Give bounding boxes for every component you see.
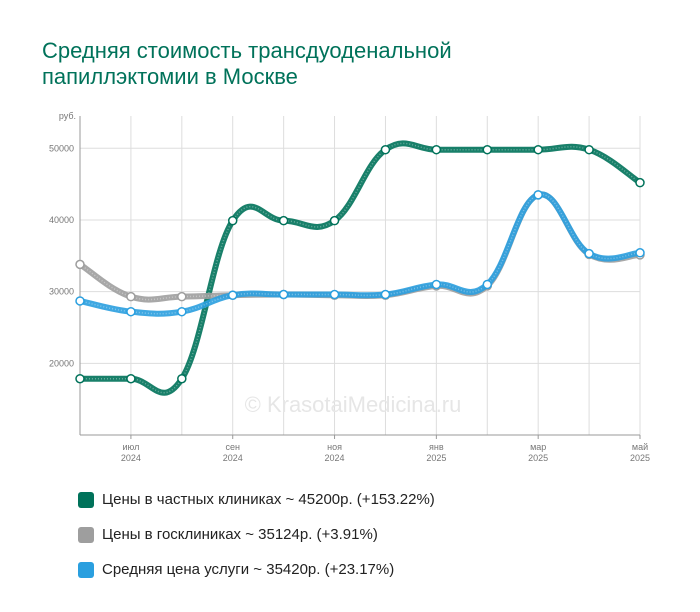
y-tick-label: 40000 — [49, 215, 74, 225]
data-point — [75, 373, 85, 384]
data-point — [380, 289, 391, 300]
data-point — [126, 306, 136, 317]
legend-item-public[interactable]: Цены в госклиниках ~ 35124р. (+3.91%) — [78, 517, 435, 552]
chart-title-line-2: папиллэктомии в Москве — [42, 64, 298, 89]
data-point — [329, 215, 340, 226]
series-0 — [75, 140, 645, 396]
data-point — [227, 215, 238, 226]
data-point — [126, 291, 136, 302]
data-point — [533, 190, 543, 200]
legend-label-private: Цены в частных клиниках ~ 45200р. (+153.… — [102, 491, 435, 508]
watermark: © KrasotaiMedicina.ru — [245, 392, 462, 417]
x-tick-label-month: ноя — [327, 442, 342, 452]
chart-legend: Цены в частных клиниках ~ 45200р. (+153.… — [78, 482, 435, 587]
chart-grid — [79, 116, 641, 435]
data-point — [278, 289, 289, 300]
data-point — [380, 144, 391, 155]
data-point — [635, 177, 645, 188]
legend-swatch-private — [78, 491, 94, 508]
y-unit-label: руб. — [59, 111, 76, 121]
data-point — [177, 306, 187, 317]
legend-swatch-average — [78, 561, 94, 578]
data-point — [75, 259, 85, 270]
x-tick-label-year: 2025 — [630, 453, 650, 463]
legend-label-public: Цены в госклиниках ~ 35124р. (+3.91%) — [102, 526, 378, 543]
data-point — [431, 279, 442, 290]
data-point — [533, 144, 543, 155]
data-point — [329, 289, 340, 300]
chart-labels: 20000300004000050000руб.июл2024сен2024но… — [49, 111, 650, 463]
data-point — [431, 144, 442, 155]
data-point — [227, 290, 238, 300]
legend-item-average[interactable]: Средняя цена услуги ~ 35420р. (+23.17%) — [78, 552, 435, 587]
chart-title-line-1: Средняя стоимость трансдуоденальной — [42, 38, 452, 63]
y-tick-label: 30000 — [49, 287, 74, 297]
data-point — [584, 144, 594, 155]
chart-title: Средняя стоимость трансдуоденальной папи… — [42, 38, 662, 90]
x-tick-label-year: 2025 — [528, 453, 548, 463]
series-2 — [75, 190, 645, 317]
data-point — [482, 144, 493, 155]
data-point — [584, 248, 594, 259]
x-tick-label-year: 2024 — [121, 453, 141, 463]
y-tick-label: 20000 — [49, 358, 74, 368]
data-point — [177, 291, 187, 302]
data-point — [482, 279, 493, 290]
line-chart: © KrasotaiMedicina.ru 20000 30000 40000 500… — [49, 111, 650, 463]
x-tick-label-year: 2024 — [223, 453, 243, 463]
x-tick-label-month: янв — [429, 442, 444, 452]
legend-item-private[interactable]: Цены в частных клиниках ~ 45200р. (+153.… — [78, 482, 435, 517]
x-tick-label-year: 2025 — [426, 453, 446, 463]
chart-series — [75, 140, 645, 396]
series-line — [77, 140, 643, 396]
data-point — [126, 373, 136, 384]
legend-swatch-public — [78, 526, 94, 543]
y-tick-label: 50000 — [49, 143, 74, 153]
legend-label-average: Средняя цена услуги ~ 35420р. (+23.17%) — [102, 561, 395, 578]
data-point — [177, 373, 187, 384]
x-tick-label-month: июл — [122, 442, 139, 452]
data-point — [635, 248, 645, 258]
x-tick-label-year: 2024 — [325, 453, 345, 463]
data-point — [75, 296, 85, 306]
x-tick-label-month: май — [632, 442, 648, 452]
data-point — [278, 215, 289, 226]
x-tick-label-month: мар — [530, 442, 546, 452]
x-tick-label-month: сен — [225, 442, 240, 452]
